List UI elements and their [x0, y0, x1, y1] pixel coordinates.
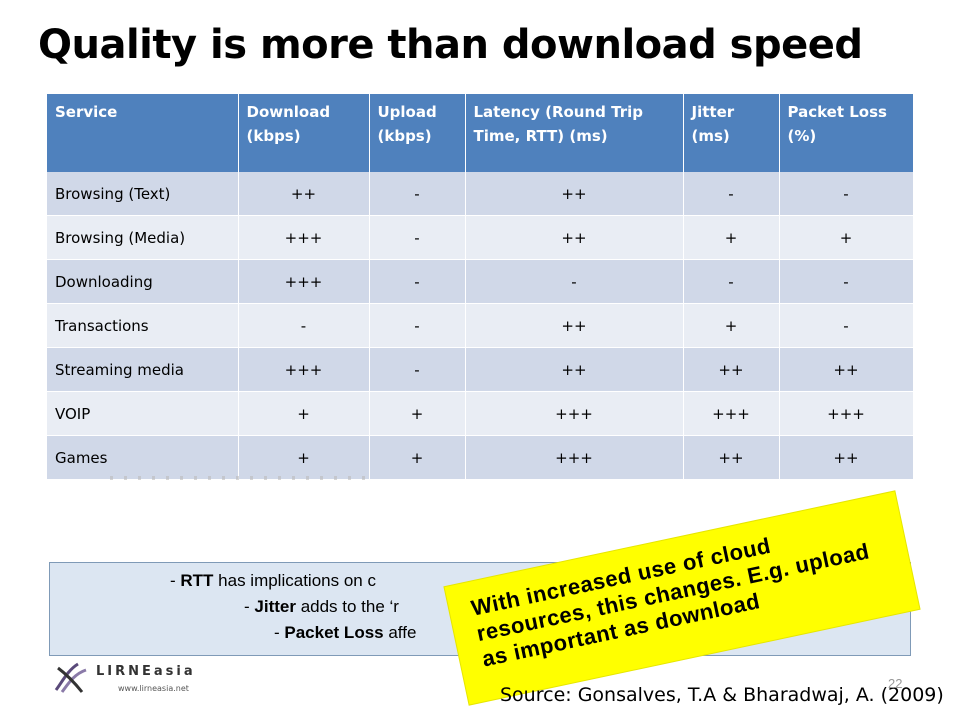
- source-citation: Source: Gonsalves, T.A & Bharadwaj, A. (…: [500, 684, 944, 706]
- header-packet-loss: Packet Loss (%): [779, 94, 914, 172]
- cell-packet-loss: ++: [779, 347, 914, 392]
- cell-upload: +: [369, 391, 466, 436]
- table-header-row: Service Download (kbps) Upload (kbps) La…: [47, 94, 914, 172]
- cell-latency: +++: [465, 391, 684, 436]
- header-service: Service: [47, 94, 239, 172]
- cell-latency: +++: [465, 435, 684, 480]
- cell-service: VOIP: [47, 391, 239, 436]
- cell-download: ++: [238, 172, 370, 216]
- cell-service: Browsing (Media): [47, 215, 239, 260]
- faded-background-text: [110, 476, 370, 480]
- cell-upload: +: [369, 435, 466, 480]
- cell-service: Browsing (Text): [47, 172, 239, 216]
- logo-mark-icon: [54, 662, 87, 693]
- header-download: Download (kbps): [238, 94, 370, 172]
- cell-latency: -: [465, 259, 684, 304]
- cell-packet-loss: ++: [779, 435, 914, 480]
- table-row: Browsing (Media) +++ - ++ + +: [47, 215, 914, 260]
- cell-packet-loss: -: [779, 303, 914, 348]
- table-row: Downloading +++ - - - -: [47, 259, 914, 304]
- note-rtt: - RTT has implications on c: [170, 571, 376, 590]
- table-row: Transactions - - ++ + -: [47, 303, 914, 348]
- page-number: 22: [888, 676, 903, 691]
- table-row: VOIP + + +++ +++ +++: [47, 391, 914, 436]
- table-row: Games + + +++ ++ ++: [47, 435, 914, 480]
- cell-latency: ++: [465, 347, 684, 392]
- cell-download: +: [238, 391, 370, 436]
- cell-packet-loss: -: [779, 259, 914, 304]
- callout-sticky-note: With increased use of cloud resources, t…: [444, 491, 920, 705]
- cell-jitter: +++: [683, 391, 780, 436]
- table-row: Browsing (Text) ++ - ++ - -: [47, 172, 914, 216]
- cell-upload: -: [369, 303, 466, 348]
- table-row: Streaming media +++ - ++ ++ ++: [47, 347, 914, 392]
- lirneasia-logo: LIRNEasia www.lirneasia.net: [52, 660, 202, 700]
- cell-jitter: +: [683, 215, 780, 260]
- cell-upload: -: [369, 172, 466, 216]
- cell-jitter: ++: [683, 435, 780, 480]
- note-packet-loss: - Packet Loss affe: [274, 623, 417, 642]
- cell-jitter: ++: [683, 347, 780, 392]
- cell-packet-loss: +: [779, 215, 914, 260]
- header-upload: Upload (kbps): [369, 94, 466, 172]
- cell-latency: ++: [465, 303, 684, 348]
- cell-service: Games: [47, 435, 239, 480]
- cell-jitter: +: [683, 303, 780, 348]
- cell-service: Streaming media: [47, 347, 239, 392]
- cell-download: +++: [238, 215, 370, 260]
- cell-jitter: -: [683, 172, 780, 216]
- header-jitter: Jitter (ms): [683, 94, 780, 172]
- cell-download: +: [238, 435, 370, 480]
- logo-wordmark: LIRNEasia: [96, 664, 196, 679]
- cell-packet-loss: -: [779, 172, 914, 216]
- cell-latency: ++: [465, 172, 684, 216]
- cell-download: +++: [238, 259, 370, 304]
- cell-upload: -: [369, 215, 466, 260]
- header-latency: Latency (Round Trip Time, RTT) (ms): [465, 94, 684, 172]
- cell-upload: -: [369, 347, 466, 392]
- cell-upload: -: [369, 259, 466, 304]
- cell-download: -: [238, 303, 370, 348]
- qos-requirements-table: Service Download (kbps) Upload (kbps) La…: [47, 94, 914, 480]
- cell-latency: ++: [465, 215, 684, 260]
- cell-jitter: -: [683, 259, 780, 304]
- cell-packet-loss: +++: [779, 391, 914, 436]
- cell-download: +++: [238, 347, 370, 392]
- slide-title: Quality is more than download speed: [38, 22, 863, 68]
- cell-service: Downloading: [47, 259, 239, 304]
- note-jitter: - Jitter adds to the ‘r: [244, 597, 399, 616]
- cell-service: Transactions: [47, 303, 239, 348]
- logo-url: www.lirneasia.net: [118, 684, 189, 693]
